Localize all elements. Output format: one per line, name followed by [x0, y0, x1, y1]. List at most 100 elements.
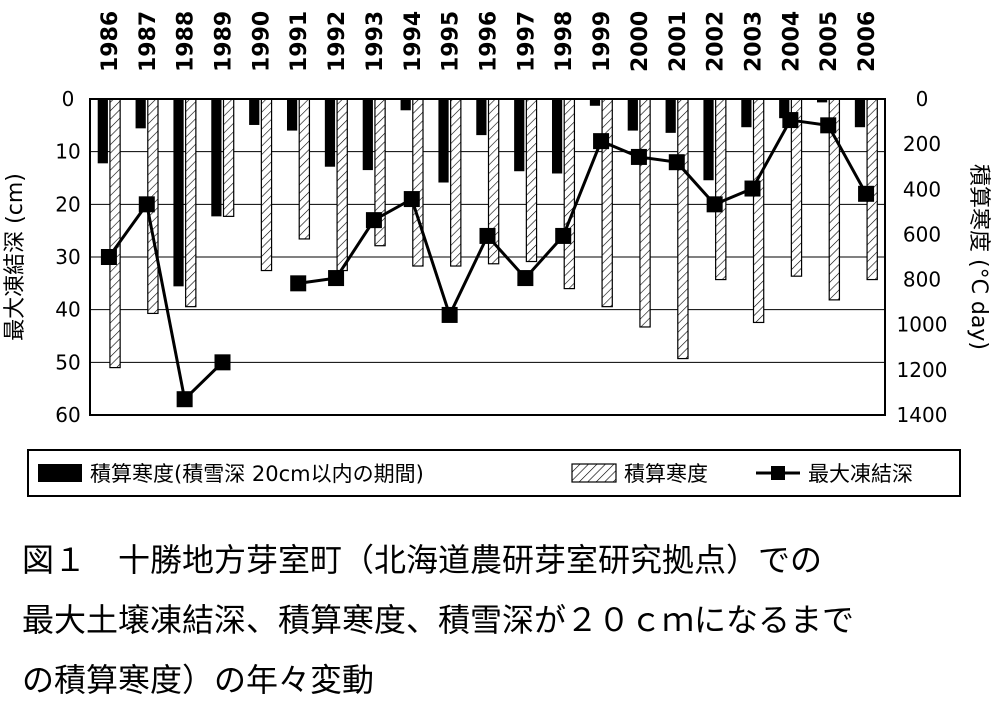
bar-solid-1996: [476, 99, 487, 136]
bar-hatched-1988: [185, 98, 197, 308]
depth-marker-1991: [290, 275, 307, 292]
depth-marker-1988: [176, 391, 193, 408]
bar-hatched-1994: [412, 98, 424, 267]
bar-solid-1986: [97, 99, 108, 164]
left-tick-50: 50: [55, 350, 80, 374]
depth-line-segment-0: [107, 200, 224, 403]
depth-marker-1994: [403, 191, 420, 208]
right-tick-400: 400: [903, 177, 941, 201]
depth-marker-1995: [441, 306, 458, 323]
year-label-1998: 1998: [552, 11, 577, 72]
year-label-1997: 1997: [514, 11, 539, 72]
plot-frame: [89, 98, 886, 416]
bar-solid-2000: [627, 99, 638, 131]
legend-label-hatched: 積算寒度: [624, 462, 708, 486]
left-axis-label: 最大凍結深 (cm): [3, 173, 28, 341]
depth-marker-2004: [782, 112, 799, 129]
depth-marker-2000: [630, 148, 647, 165]
left-tick-60: 60: [55, 403, 80, 427]
right-tick-1400: 1400: [897, 403, 948, 427]
year-label-1993: 1993: [363, 11, 388, 72]
bar-solid-1999: [589, 99, 601, 106]
year-label-1989: 1989: [212, 11, 237, 72]
year-label-1987: 1987: [136, 11, 161, 72]
caption-line-1: 図１ 十勝地方芽室町（北海道農研芽室研究拠点）での: [22, 541, 823, 579]
bar-hatched-2001: [677, 98, 689, 360]
bar-solid-1990: [249, 99, 260, 125]
depth-marker-1997: [517, 270, 534, 287]
legend-label-solid: 積算寒度(積雪深 20cm以内の期間): [90, 462, 424, 486]
bar-solid-2003: [741, 99, 752, 128]
depth-marker-2006: [858, 185, 875, 202]
year-label-1995: 1995: [439, 11, 464, 72]
year-label-1994: 1994: [401, 11, 426, 72]
year-label-2004: 2004: [779, 11, 804, 72]
year-label-1986: 1986: [98, 11, 123, 72]
bar-solid-1995: [438, 99, 449, 183]
left-tick-30: 30: [55, 245, 80, 269]
caption-line-2: 最大土壌凍結深、積算寒度、積雪深が２０ｃｍになるまで: [22, 601, 855, 639]
bar-hatched-1986: [109, 98, 121, 369]
bar-hatched-2003: [752, 98, 765, 324]
bar-solid-1994: [400, 99, 411, 111]
right-tick-600: 600: [903, 222, 941, 246]
bar-solid-1988: [173, 99, 184, 287]
bar-hatched-1991: [298, 98, 311, 240]
legend-swatch-hatched: [571, 463, 617, 483]
bar-solid-2001: [665, 99, 676, 133]
depth-marker-1989: [214, 354, 231, 371]
depth-marker-1986: [100, 249, 117, 265]
year-label-1999: 1999: [590, 11, 615, 72]
bar-solid-2002: [703, 99, 714, 181]
right-tick-0: 0: [916, 87, 929, 111]
year-labels: 1986 1987 1988 1989 1990 1991 1992 1993 1994 1995…: [98, 11, 880, 72]
year-label-2006: 2006: [855, 11, 880, 72]
depth-line-segment-1: [298, 118, 868, 319]
right-tick-800: 800: [903, 268, 941, 292]
depth-marker-1992: [328, 270, 345, 287]
line-series: [100, 112, 875, 408]
depth-marker-1996: [479, 227, 496, 244]
legend-label-line: 最大凍結深: [808, 462, 913, 486]
bar-solid-1998: [551, 99, 563, 174]
bar-solid-1993: [362, 99, 373, 171]
bar-hatched-1995: [450, 98, 462, 267]
left-tick-40: 40: [55, 298, 80, 322]
bar-hatched-1999: [601, 98, 613, 308]
legend-swatch-marker: [771, 466, 785, 480]
legend: 積算寒度(積雪深 20cm以内の期間) 積算寒度 最大凍結深: [27, 449, 961, 497]
right-axis-ticks: 0 200 400 600 800 1000 1200 1400: [897, 87, 948, 427]
depth-marker-1987: [138, 196, 155, 213]
bar-hatched-2002: [715, 98, 727, 281]
bar-hatched-1989: [222, 98, 235, 217]
legend-frame: [27, 449, 961, 497]
chart: 1986 1987 1988 1989 1990 1991 1992 1993 1994 1995…: [3, 11, 991, 497]
bar-solid-1989: [211, 99, 222, 217]
year-label-2003: 2003: [742, 11, 767, 72]
year-label-1996: 1996: [477, 11, 502, 72]
year-label-2002: 2002: [704, 11, 729, 72]
bar-solid-2004: [779, 99, 790, 119]
bar-solid-1992: [324, 99, 336, 167]
left-tick-10: 10: [55, 140, 80, 164]
bar-hatched-1997: [525, 98, 538, 263]
right-tick-1200: 1200: [897, 358, 948, 382]
year-label-1992: 1992: [325, 11, 350, 72]
year-label-2000: 2000: [628, 11, 653, 72]
year-label-2005: 2005: [817, 11, 842, 72]
depth-marker-2005: [820, 117, 837, 134]
depth-marker-1998: [555, 227, 572, 244]
depth-marker-2002: [706, 196, 723, 213]
bar-solid-1991: [286, 99, 298, 131]
depth-marker-2001: [668, 154, 685, 171]
bar-solid-2005: [816, 99, 828, 103]
left-tick-0: 0: [62, 87, 75, 111]
year-label-1990: 1990: [249, 11, 274, 72]
figure-caption: 図１ 十勝地方芽室町（北海道農研芽室研究拠点）での 最大土壌凍結深、積算寒度、積…: [22, 530, 992, 710]
bar-hatched-1990: [260, 98, 273, 272]
bar-hatched-2000: [639, 98, 651, 328]
bar-series: [97, 98, 878, 369]
depth-marker-1999: [593, 133, 610, 150]
bar-hatched-1992: [336, 98, 348, 272]
bar-solid-1987: [135, 99, 146, 129]
